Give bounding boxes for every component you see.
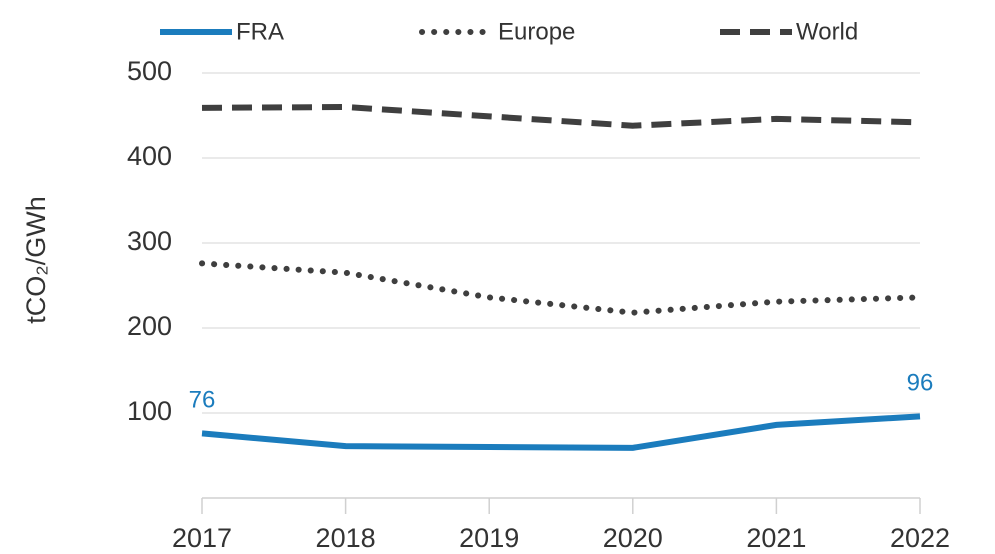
x-tick-label: 2022	[890, 523, 950, 553]
x-tick-label: 2018	[316, 523, 376, 553]
x-tick-label: 2019	[459, 523, 519, 553]
y-tick-label: 200	[127, 311, 172, 341]
legend-label: World	[796, 18, 858, 45]
y-tick-label: 500	[127, 56, 172, 86]
y-tick-label: 100	[127, 396, 172, 426]
series-line	[201, 413, 921, 451]
data-label: 76	[189, 387, 216, 414]
x-tick-label: 2021	[746, 523, 806, 553]
data-label: 96	[907, 370, 934, 397]
y-axis-label: tCO₂/GWh	[21, 196, 51, 324]
y-tick-label: 400	[127, 141, 172, 171]
y-tick-label: 300	[127, 226, 172, 256]
x-tick-label: 2017	[172, 523, 232, 553]
legend-label: Europe	[498, 18, 575, 45]
series-line	[199, 260, 923, 316]
x-tick-label: 2020	[603, 523, 663, 553]
legend-label: FRA	[236, 18, 284, 45]
series-line	[201, 103, 921, 129]
